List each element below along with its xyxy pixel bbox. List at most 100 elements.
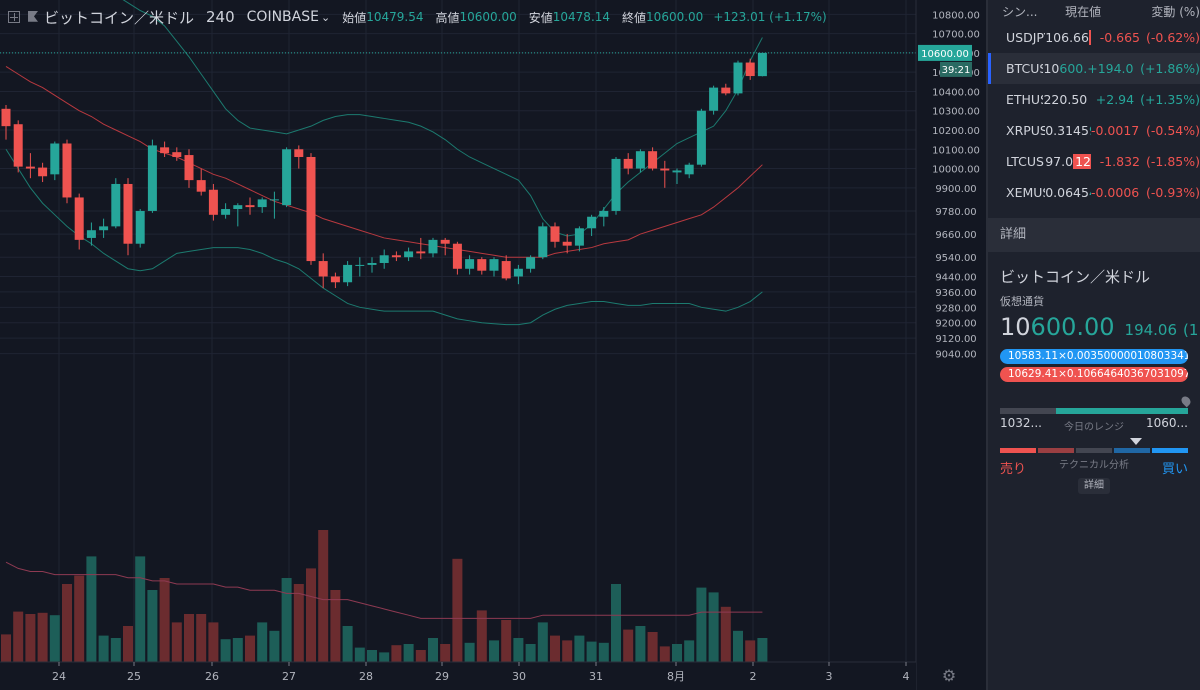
price-axis	[916, 0, 986, 690]
candle	[440, 239, 450, 244]
chart-svg[interactable]: 11000.0010900.0010800.0010700.0010600.00…	[0, 0, 986, 690]
candle	[501, 261, 511, 279]
gear-icon[interactable]: ⚙	[941, 666, 957, 685]
x-tick-label: 27	[282, 670, 296, 683]
candle	[721, 87, 731, 94]
watchlist-row[interactable]: XRPUSD0.31459-0.00171 (-0.54%)	[988, 115, 1200, 146]
y-tick-label: 9120.00	[935, 334, 976, 345]
details-button[interactable]: 詳細	[1078, 478, 1110, 494]
watchlist-pct: (-1.85%)	[1146, 154, 1200, 169]
watchlist-row[interactable]: XEMUSD0.0645440-0.00060825 (-0.93%)	[988, 177, 1200, 208]
details-name: ビットコイン／米ドル	[1000, 268, 1151, 286]
sell-label: 売り	[1000, 462, 1027, 477]
volume-bar	[635, 626, 646, 662]
timeframe[interactable]: 240	[206, 8, 235, 26]
candle	[123, 183, 133, 244]
technicals: 売り テクニカル分析 買い	[1000, 438, 1188, 477]
watchlist-pct: (-0.93%)	[1146, 185, 1200, 200]
range-label: 今日のレンジ	[1064, 422, 1124, 433]
high-label: 高値	[435, 10, 460, 25]
exchange[interactable]: COINBASE ⌄	[247, 9, 331, 25]
watchlist-pct: (+1.86%)	[1140, 61, 1200, 76]
y-tick-label: 10900.00	[932, 0, 980, 2]
watchlist-pct: (+1.35%)	[1140, 92, 1200, 107]
watchlist-pct: (-0.54%)	[1146, 123, 1200, 138]
y-tick-label: 9440.00	[935, 272, 976, 283]
x-tick-label: 26	[205, 670, 219, 683]
header-symbol[interactable]: シン...	[1002, 4, 1038, 19]
candle	[318, 261, 328, 277]
range-bar	[1000, 408, 1188, 414]
bid-pill: 10583.11×0.0035000001080334187	[1000, 349, 1188, 364]
volume-bar	[367, 650, 377, 662]
watchlist-last: 106.668	[1045, 30, 1091, 45]
volume-ma-line	[5, 561, 763, 619]
volume-bar	[62, 584, 72, 662]
volume-bar	[550, 635, 560, 662]
y-tick-label: 10300.00	[932, 107, 980, 118]
candle	[452, 243, 462, 269]
sidebar: シン... 現在値 変動 (%) USDJPY106.668 -0.665 (-0.…	[986, 0, 1200, 690]
watchlist-last: 10600.00	[1043, 61, 1087, 76]
candle	[257, 199, 267, 208]
symbol-title[interactable]: ビットコイン／米ドル	[44, 8, 195, 27]
details-price-change: 194.06	[1124, 321, 1178, 339]
volume-bar	[74, 575, 85, 662]
price-suffix: 600.00	[1030, 313, 1115, 341]
candle	[196, 180, 206, 192]
volume-bar	[501, 620, 512, 662]
x-tick-label: 30	[512, 670, 526, 683]
volume-bar	[403, 644, 414, 662]
header-change[interactable]: 変動 (%)	[1151, 4, 1200, 19]
countdown-label: 39:21	[942, 65, 971, 76]
x-tick-label: 28	[359, 670, 373, 683]
header-last[interactable]: 現在値	[1065, 4, 1102, 19]
flag-icon[interactable]	[28, 11, 38, 22]
map-pin-icon	[1179, 394, 1193, 408]
volume-bar	[184, 614, 194, 662]
x-tick-label: 31	[589, 670, 603, 683]
candle	[135, 210, 145, 244]
y-tick-label: 10400.00	[932, 87, 980, 98]
candle	[245, 205, 255, 208]
candle	[160, 147, 170, 154]
candle	[477, 259, 487, 271]
range-low: 1032...	[1000, 416, 1042, 430]
volume-bar	[159, 578, 170, 662]
watchlist-change: -0.00060825	[1090, 185, 1140, 200]
candle	[172, 152, 182, 157]
y-tick-label: 9660.00	[935, 230, 976, 241]
range-high: 1060...	[1146, 416, 1188, 430]
volume-bar	[440, 644, 451, 662]
volume-bar	[257, 622, 268, 662]
volume-bar	[135, 556, 146, 662]
candle	[38, 167, 48, 177]
pointer-icon	[1130, 438, 1142, 445]
candle	[526, 257, 536, 269]
watchlist-last-a: 0.3145	[1045, 123, 1089, 138]
expand-icon[interactable]	[8, 11, 20, 23]
watchlist-row[interactable]: USDJPY106.668 -0.665 (-0.62%)	[988, 22, 1200, 53]
watchlist-row[interactable]: LTCUSD97.012 -1.832 (-1.85%)	[988, 146, 1200, 177]
close-label: 終値	[622, 10, 647, 25]
chart-area[interactable]: 11000.0010900.0010800.0010700.0010600.00…	[0, 0, 986, 690]
watchlist-last: 220.50	[1043, 92, 1087, 107]
open-label: 始値	[342, 10, 367, 25]
volume-bar	[281, 578, 292, 662]
details-title[interactable]: 詳細	[988, 218, 1200, 252]
candle	[513, 268, 523, 277]
volume-bar	[293, 584, 304, 662]
watchlist-row[interactable]: ETHUSD220.50 +2.94 (+1.35%)	[988, 84, 1200, 115]
volume-bar	[1, 634, 11, 662]
volume-bar	[330, 590, 341, 662]
y-tick-label: 10800.00	[932, 10, 980, 21]
volume-bar	[13, 611, 24, 662]
details-price-change-pct: (1.86%)	[1183, 321, 1200, 339]
volume-bar	[232, 638, 243, 662]
details-price-value: 10600.00	[1000, 313, 1115, 341]
x-tick-label: 2	[750, 670, 757, 683]
details-type: 仮想通貨	[1000, 295, 1044, 308]
candle	[574, 228, 584, 246]
watchlist-row[interactable]: BTCUSD10600.00+194.06 (+1.86%)	[988, 53, 1200, 84]
watchlist-last-a: 106.66	[1045, 30, 1089, 45]
